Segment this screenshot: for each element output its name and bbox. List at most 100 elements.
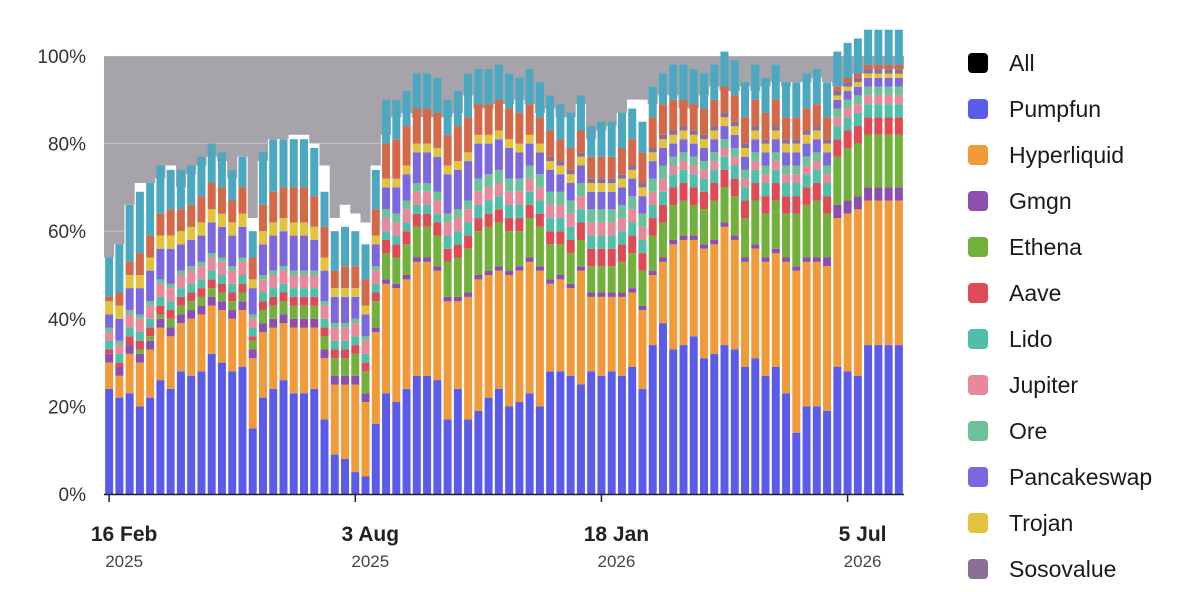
legend-label: Ethena bbox=[1009, 233, 1082, 260]
bar-segment-aave bbox=[874, 117, 883, 135]
bar-segment-aave bbox=[802, 187, 811, 205]
legend-item-jupiter[interactable]: Jupiter bbox=[968, 362, 1152, 408]
bar-segment-ethena bbox=[228, 301, 237, 311]
bar-segment-pancakeswap bbox=[453, 169, 462, 210]
bar-segment-jupiter bbox=[648, 191, 657, 205]
legend-item-hyperliquid[interactable]: Hyperliquid bbox=[968, 132, 1152, 178]
legend-item-pancakeswap[interactable]: Pancakeswap bbox=[968, 454, 1152, 500]
bar-segment-other-13 bbox=[330, 231, 339, 271]
bar-segment-jupiter bbox=[710, 161, 719, 170]
bar-segment-gmgn bbox=[474, 275, 483, 280]
bar-segment-gmgn bbox=[525, 257, 534, 262]
bar-segment-ore bbox=[412, 183, 421, 192]
legend-item-sosovalue[interactable]: Sosovalue bbox=[968, 546, 1152, 592]
bar-segment-aave bbox=[669, 187, 678, 205]
bar-segment-trojan bbox=[187, 226, 196, 240]
bar-segment-pancakeswap bbox=[474, 143, 483, 179]
bar-segment-pancakeswap bbox=[782, 152, 791, 166]
legend-item-gmgn[interactable]: Gmgn bbox=[968, 178, 1152, 224]
bar-segment-pancakeswap bbox=[853, 86, 862, 96]
bar-segment-trojan bbox=[146, 257, 155, 271]
bar-segment-aave bbox=[258, 301, 267, 311]
bar-segment-sosovalue bbox=[720, 112, 729, 118]
bar-segment-pancakeswap bbox=[576, 165, 585, 184]
bar-segment-sosovalue bbox=[782, 139, 791, 144]
bar-segment-trojan bbox=[423, 143, 432, 153]
bar-segment-other-13 bbox=[782, 82, 791, 118]
legend-item-aave[interactable]: Aave bbox=[968, 270, 1152, 316]
bar-segment-other-12 bbox=[341, 266, 350, 289]
bar-segment-trojan bbox=[310, 226, 319, 240]
bar-segment-ethena bbox=[238, 292, 247, 302]
bar-segment-other-13 bbox=[300, 139, 308, 188]
bar-segment-gmgn bbox=[587, 292, 596, 297]
bar-segment-lido bbox=[689, 174, 698, 188]
bar-segment-trojan bbox=[638, 187, 647, 197]
bar-segment-other-12 bbox=[720, 86, 729, 113]
y-tick-label: 80% bbox=[48, 135, 86, 156]
bar-segment-hyperliquid bbox=[197, 314, 206, 372]
bar-segment-gmgn bbox=[371, 327, 380, 332]
bar-segment-other-12 bbox=[197, 196, 206, 223]
bar-segment-ore bbox=[238, 257, 247, 262]
bar-segment-trojan bbox=[535, 143, 544, 153]
bar-segment-pancakeswap bbox=[402, 174, 411, 201]
bar-segment-trojan bbox=[792, 143, 801, 153]
legend-swatch bbox=[968, 375, 988, 395]
bar-segment-hyperliquid bbox=[371, 331, 380, 424]
bar-segment-aave bbox=[115, 362, 124, 367]
bar-segment-lido bbox=[505, 204, 514, 219]
legend-item-trojan[interactable]: Trojan bbox=[968, 500, 1152, 546]
bar-segment-pumpfun bbox=[146, 397, 155, 494]
bar-segment-trojan bbox=[494, 130, 503, 140]
bar-segment-hyperliquid bbox=[566, 288, 575, 376]
legend-item-ethena[interactable]: Ethena bbox=[968, 224, 1152, 270]
bar-segment-hyperliquid bbox=[115, 375, 124, 398]
bar-segment-pancakeswap bbox=[412, 152, 421, 184]
bar-segment-hyperliquid bbox=[382, 283, 391, 394]
bar-segment-other-13 bbox=[125, 204, 134, 262]
legend-item-all[interactable]: All bbox=[968, 40, 1152, 86]
bar-segment-aave bbox=[279, 292, 288, 302]
bar-segment-pancakeswap bbox=[689, 143, 698, 157]
bar-segment-ore bbox=[833, 108, 842, 118]
bar-segment-other-13 bbox=[597, 121, 606, 157]
bar-segment-trojan bbox=[648, 152, 657, 162]
bar-segment-gmgn bbox=[228, 310, 237, 319]
legend-item-pumpfun[interactable]: Pumpfun bbox=[968, 86, 1152, 132]
legend-item-ore[interactable]: Ore bbox=[968, 408, 1152, 454]
bar-segment-ore bbox=[484, 174, 493, 188]
bar-segment-pumpfun bbox=[546, 371, 555, 494]
bar-segment-sosovalue bbox=[648, 147, 657, 153]
bar-segment-trojan bbox=[802, 134, 811, 144]
bar-segment-ore bbox=[628, 196, 637, 210]
bar-segment-gmgn bbox=[412, 257, 421, 262]
bar-segment-sosovalue bbox=[771, 126, 780, 131]
bar-segment-gmgn bbox=[238, 301, 247, 311]
bar-segment-aave bbox=[658, 204, 667, 223]
bar-segment-aave bbox=[700, 191, 708, 210]
bar-segment-other-12 bbox=[782, 117, 791, 140]
bar-segment-gmgn bbox=[874, 187, 883, 201]
bar-segment-lido bbox=[279, 283, 288, 293]
bar-segment-jupiter bbox=[720, 147, 729, 157]
bar-segment-hyperliquid bbox=[525, 261, 534, 394]
bar-segment-other-13 bbox=[638, 121, 647, 153]
bar-segment-jupiter bbox=[658, 178, 667, 192]
bar-segment-other-13 bbox=[751, 64, 760, 100]
bar-segment-ore bbox=[310, 270, 319, 275]
bar-segment-pumpfun bbox=[617, 375, 626, 494]
bar-segment-trojan bbox=[258, 231, 267, 245]
bar-segment-pancakeswap bbox=[556, 174, 565, 192]
bar-segment-jupiter bbox=[494, 183, 503, 197]
bar-segment-pancakeswap bbox=[741, 156, 750, 170]
bar-segment-hyperliquid bbox=[771, 253, 780, 367]
bar-segment-aave bbox=[638, 253, 647, 271]
bar-segment-jupiter bbox=[402, 209, 411, 223]
bar-segment-other-13 bbox=[884, 29, 893, 65]
legend-item-lido[interactable]: Lido bbox=[968, 316, 1152, 362]
bar-segment-pumpfun bbox=[792, 432, 801, 494]
bar-segment-jupiter bbox=[320, 305, 329, 319]
bar-segment-other-12 bbox=[556, 139, 565, 162]
bar-segment-trojan bbox=[176, 231, 185, 245]
